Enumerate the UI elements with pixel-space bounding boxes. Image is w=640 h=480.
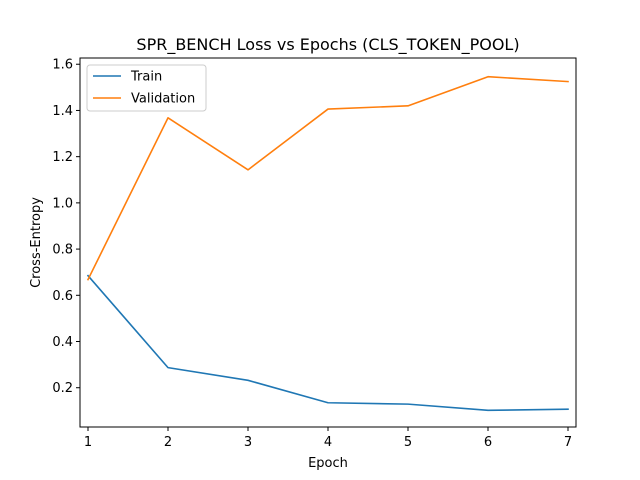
y-tick-label: 1.2 [52, 150, 73, 165]
chart-title: SPR_BENCH Loss vs Epochs (CLS_TOKEN_POOL… [136, 35, 519, 55]
y-axis: 0.2 0.4 0.6 0.8 1.0 1.2 1.4 1.6 [52, 58, 80, 396]
legend-label-validation: Validation [131, 92, 195, 107]
y-axis-title: Cross-Entropy [29, 197, 44, 288]
x-tick-label: 2 [164, 435, 172, 450]
y-tick-label: 0.6 [52, 289, 73, 304]
x-axis-title: Epoch [308, 456, 348, 471]
x-tick-label: 4 [324, 435, 332, 450]
y-tick-label: 0.4 [52, 335, 73, 350]
x-tick-label: 7 [564, 435, 572, 450]
axes-frame [79, 57, 577, 428]
y-tick-label: 1.6 [52, 58, 73, 73]
legend-label-train: Train [130, 70, 162, 85]
x-tick-label: 1 [84, 435, 92, 450]
y-tick-label: 0.8 [52, 243, 73, 258]
legend: Train Validation [86, 64, 207, 112]
x-axis: 1 2 3 4 5 6 7 [84, 427, 572, 450]
x-tick-label: 6 [484, 435, 492, 450]
y-tick-label: 1.4 [52, 104, 73, 119]
series-line-validation [86, 75, 569, 281]
series-line-train [86, 274, 569, 412]
x-tick-label: 3 [244, 435, 252, 450]
y-tick-label: 0.2 [52, 381, 73, 396]
x-tick-label: 5 [404, 435, 412, 450]
series-layer [86, 75, 569, 412]
y-tick-label: 1.0 [52, 196, 73, 211]
